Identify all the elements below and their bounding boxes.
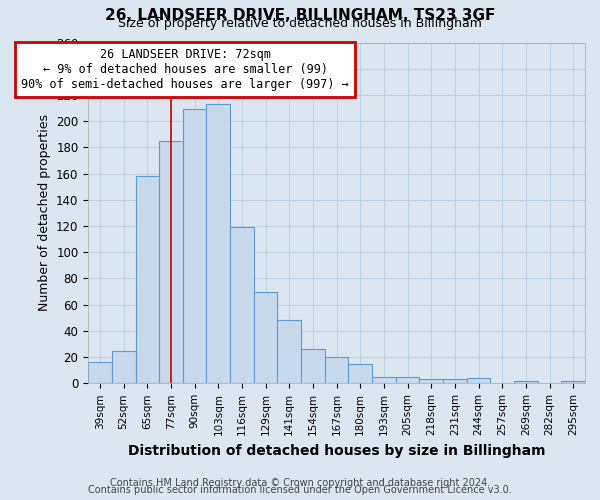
Bar: [230, 228, 254, 384]
Text: Contains public sector information licensed under the Open Government Licence v3: Contains public sector information licen…: [88, 485, 512, 495]
Text: 26 LANDSEER DRIVE: 72sqm
← 9% of detached houses are smaller (99)
90% of semi-de: 26 LANDSEER DRIVE: 72sqm ← 9% of detache…: [21, 48, 349, 90]
Text: Contains HM Land Registry data © Crown copyright and database right 2024.: Contains HM Land Registry data © Crown c…: [110, 478, 490, 488]
Bar: [159, 141, 183, 384]
Bar: [514, 380, 538, 384]
Bar: [136, 176, 159, 384]
Bar: [88, 362, 112, 384]
Bar: [112, 350, 136, 384]
Bar: [419, 380, 443, 384]
Bar: [277, 320, 301, 384]
Bar: [254, 292, 277, 384]
X-axis label: Distribution of detached houses by size in Billingham: Distribution of detached houses by size …: [128, 444, 545, 458]
Bar: [325, 357, 349, 384]
Bar: [206, 104, 230, 384]
Text: Size of property relative to detached houses in Billingham: Size of property relative to detached ho…: [118, 18, 482, 30]
Bar: [183, 110, 206, 384]
Bar: [349, 364, 372, 384]
Bar: [562, 380, 585, 384]
Y-axis label: Number of detached properties: Number of detached properties: [38, 114, 50, 312]
Text: 26, LANDSEER DRIVE, BILLINGHAM, TS23 3GF: 26, LANDSEER DRIVE, BILLINGHAM, TS23 3GF: [105, 8, 495, 22]
Bar: [301, 349, 325, 384]
Bar: [372, 377, 396, 384]
Bar: [396, 377, 419, 384]
Bar: [467, 378, 490, 384]
Bar: [443, 380, 467, 384]
